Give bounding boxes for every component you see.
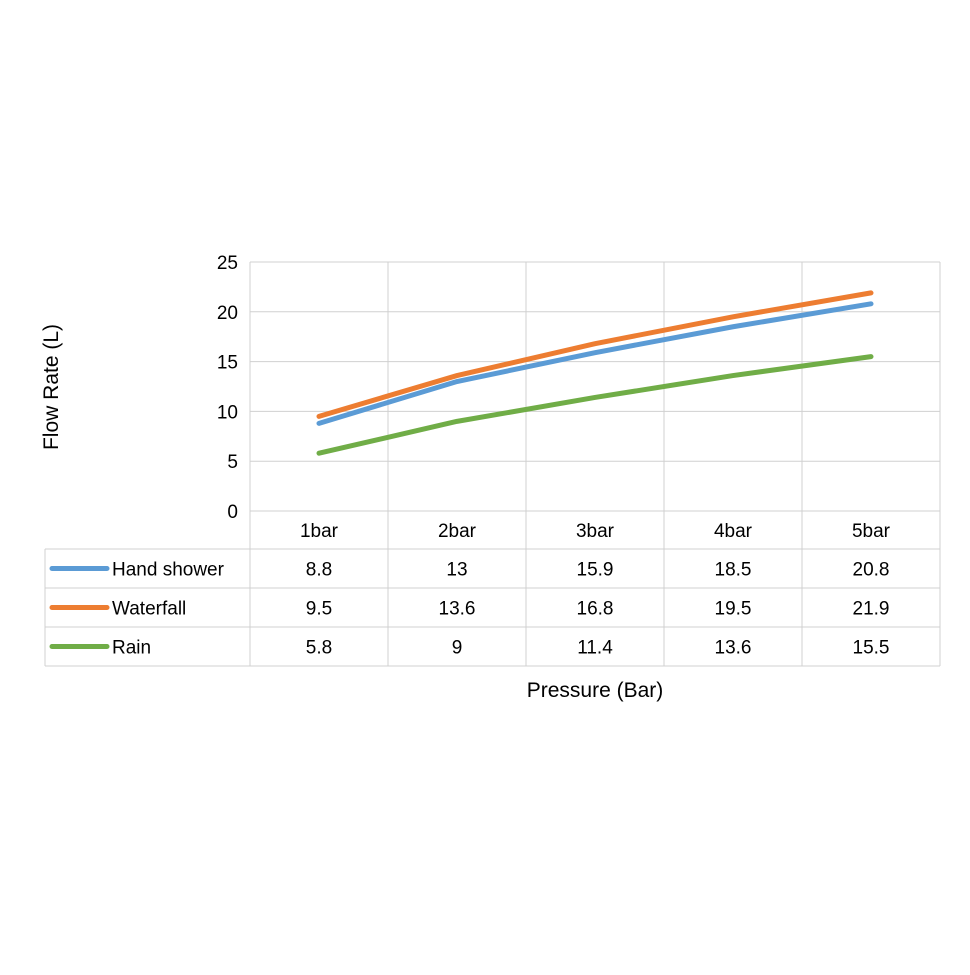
data-table-cell: 9.5 — [306, 599, 332, 620]
data-table-cell: 13.6 — [439, 599, 476, 620]
x-tick-label: 4bar — [714, 521, 753, 542]
y-axis-label: Flow Rate (L) — [40, 324, 63, 450]
x-tick-label: 5bar — [852, 521, 891, 542]
legend-label: Hand shower — [112, 560, 225, 581]
x-axis-label: Pressure (Bar) — [527, 679, 664, 702]
series-line-hand-shower — [316, 301, 874, 426]
x-tick-label: 3bar — [576, 521, 615, 542]
series-lines — [316, 290, 874, 456]
x-tick-label: 2bar — [438, 521, 477, 542]
y-tick-label: 20 — [217, 303, 238, 324]
x-tick-label: 1bar — [300, 521, 339, 542]
data-table-cell: 20.8 — [853, 560, 890, 581]
data-table-cell: 8.8 — [306, 560, 332, 581]
data-table-cell: 18.5 — [715, 560, 752, 581]
y-tick-label: 0 — [227, 502, 238, 523]
data-table-cell: 13 — [446, 560, 467, 581]
y-tick-label: 15 — [217, 353, 238, 374]
data-table-cell: 19.5 — [715, 599, 752, 620]
legend-label: Rain — [112, 638, 151, 659]
data-table-cell: 16.8 — [577, 599, 614, 620]
legend-label: Waterfall — [112, 599, 186, 620]
data-table: 1bar 2bar 3bar 4bar 5bar Hand shower 8.8 13 15.9… — [44, 510, 941, 667]
data-table-cell: 5.8 — [306, 638, 332, 659]
data-table-cell: 15.5 — [853, 638, 890, 659]
y-axis-ticks: 0 5 10 15 20 25 — [217, 253, 238, 523]
data-table-cell: 21.9 — [853, 599, 890, 620]
y-tick-label: 25 — [217, 253, 238, 274]
data-table-cell: 9 — [452, 638, 463, 659]
y-tick-label: 10 — [217, 402, 238, 423]
y-tick-label: 5 — [227, 452, 238, 473]
series-line-rain — [316, 354, 874, 456]
data-table-cell: 11.4 — [577, 638, 613, 659]
data-table-cell: 15.9 — [577, 560, 614, 581]
series-line-waterfall — [316, 290, 874, 419]
data-table-cell: 13.6 — [715, 638, 752, 659]
